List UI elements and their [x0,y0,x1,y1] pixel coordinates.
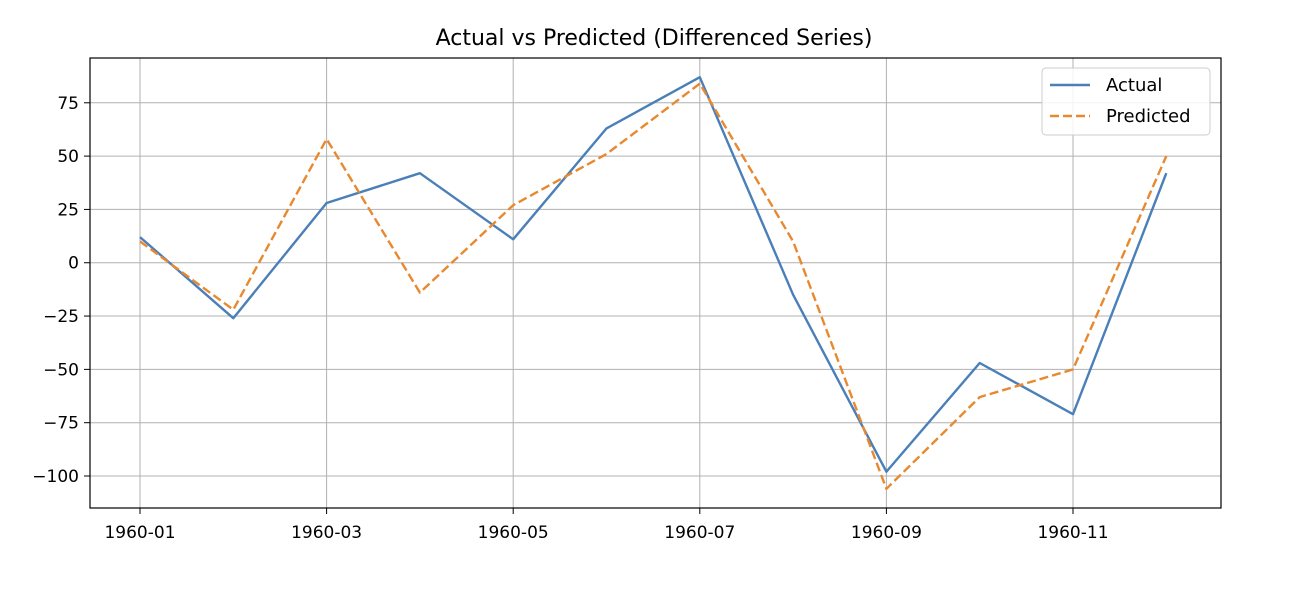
y-tick-label: −25 [43,307,79,327]
x-tick-label: 1960-03 [291,523,362,543]
series-line-predicted [139,82,1168,490]
legend-label-actual: Actual [1106,75,1162,96]
legend: Actual Predicted [1041,67,1211,136]
plot-frame [89,57,1222,509]
x-tick-label: 1960-09 [851,523,922,543]
legend-label-predicted: Predicted [1106,106,1191,127]
x-tick-label: 1960-05 [478,523,549,543]
y-tick-label: 0 [68,254,79,274]
series-layer [139,75,1168,490]
x-tick-label: 1960-11 [1037,523,1108,543]
ticks: 1960-01 1960-03 1960-05 1960-07 1960-09 1960-… [32,94,1108,543]
y-tick-label: −100 [32,467,79,487]
y-tick-label: −50 [43,360,79,380]
y-tick-label: 25 [57,200,79,220]
y-tick-label: 75 [57,94,79,114]
y-tick-label: 50 [57,147,79,167]
chart-title: Actual vs Predicted (Differenced Series) [436,26,873,51]
y-tick-label: −75 [43,414,79,434]
series-line-actual [139,75,1168,473]
x-tick-label: 1960-07 [664,523,735,543]
x-tick-label: 1960-01 [104,523,175,543]
